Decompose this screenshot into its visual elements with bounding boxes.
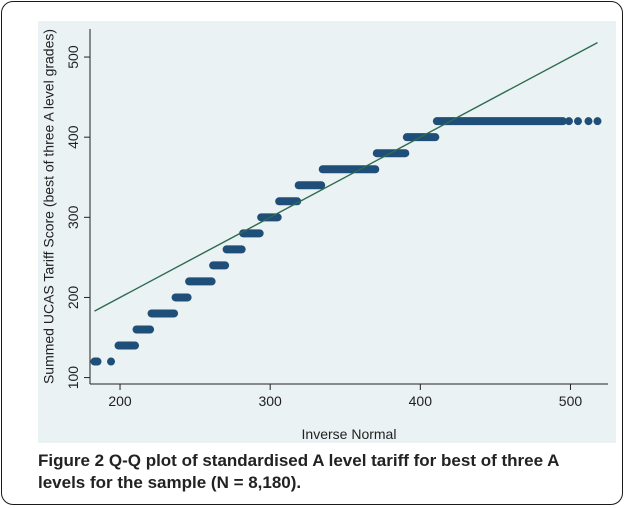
data-point [107, 357, 116, 366]
y-tick-label: 100 [65, 366, 81, 390]
data-point [584, 117, 593, 126]
x-axis-label: Inverse Normal [302, 426, 397, 442]
plot-panel: 200 300 400 500 100 200 300 400 500 Inverse Norm… [38, 21, 616, 443]
data-point [564, 117, 573, 126]
y-tick-label: 300 [65, 205, 81, 229]
data-point [593, 117, 602, 126]
y-tick-label: 500 [65, 45, 81, 69]
figure-caption-label: Figure 2 [38, 451, 105, 470]
y-axis-label: Summed UCAS Tariff Score (best of three … [41, 29, 57, 384]
points-layer [90, 117, 602, 366]
y-tick-label: 400 [65, 125, 81, 149]
tick-layer: 200 300 400 500 100 200 300 400 500 [65, 45, 582, 409]
y-tick-label: 200 [65, 286, 81, 310]
axes [89, 29, 608, 385]
reference-line [94, 42, 598, 312]
figure-caption-text: Q-Q plot of standardised A level tariff … [38, 451, 559, 492]
figure-caption: Figure 2 Q-Q plot of standardised A leve… [38, 450, 598, 494]
x-tick-label: 500 [559, 393, 583, 409]
x-tick-label: 300 [258, 393, 282, 409]
x-tick-label: 400 [409, 393, 433, 409]
x-tick-label: 200 [108, 393, 132, 409]
data-point [573, 117, 582, 126]
qq-plot: 200 300 400 500 100 200 300 400 500 Inverse Norm… [41, 29, 608, 442]
